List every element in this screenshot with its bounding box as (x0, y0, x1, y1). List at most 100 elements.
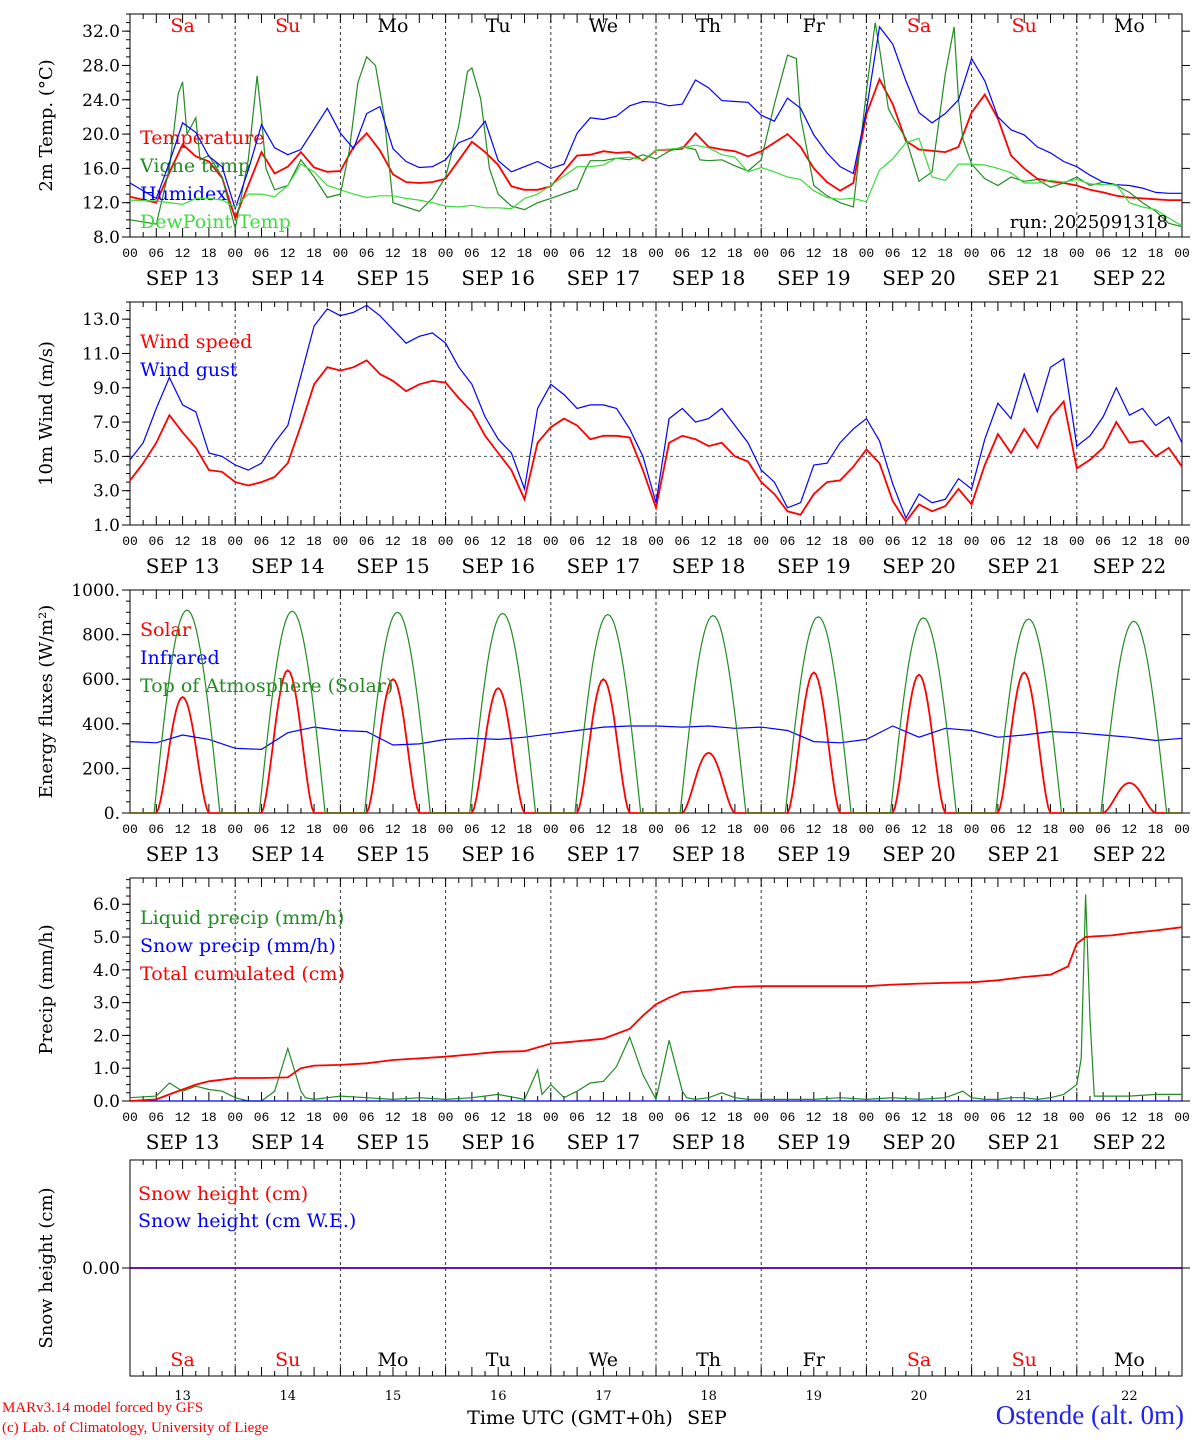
hour-tick-label: 06 (1095, 534, 1111, 549)
date-label: SEP 21 (987, 1130, 1061, 1154)
hour-tick-label: 00 (438, 822, 454, 837)
date-label: SEP 18 (672, 554, 746, 578)
hour-tick-label: 12 (385, 822, 401, 837)
y-tick-label: 16.0 (82, 159, 120, 179)
hour-tick-label: 06 (254, 822, 270, 837)
y-tick-label: 7.0 (93, 413, 120, 433)
y-tick-label: 400. (82, 715, 120, 735)
hour-tick-label: 06 (885, 1110, 901, 1125)
hour-tick-label: 12 (806, 1110, 822, 1125)
y-tick-label: 600. (82, 670, 120, 690)
date-label: SEP 20 (882, 554, 956, 578)
y-tick-label: 8.0 (93, 228, 120, 248)
legend-entry: Temperature (140, 127, 264, 149)
panel-1: 8.0 12.0 16.0 20.0 24.0 28.0 32.0 2m Temp. (°C)… (36, 13, 1190, 290)
hour-tick-label: 18 (411, 246, 427, 261)
day-number-label: 19 (806, 1389, 823, 1404)
legend-entry: Wind speed (140, 331, 252, 353)
date-label: SEP 19 (777, 1130, 851, 1154)
hour-tick-label: 00 (438, 1110, 454, 1125)
time-axis-title: Time UTC (GMT+0h) (467, 1407, 673, 1429)
hour-tick-label: 00 (859, 534, 875, 549)
hour-tick-label: 18 (1148, 534, 1164, 549)
hour-tick-label: 06 (780, 1110, 796, 1125)
date-label: SEP 13 (146, 1130, 220, 1154)
date-label: SEP 17 (567, 554, 641, 578)
hour-tick-label: 06 (359, 246, 375, 261)
hour-tick-label: 18 (622, 1110, 638, 1125)
hour-tick-label: 18 (411, 534, 427, 549)
y-tick-label: 1000. (71, 581, 120, 601)
hour-tick-label: 06 (674, 1110, 690, 1125)
hour-tick-label: 06 (359, 534, 375, 549)
y-tick-label: 800. (82, 626, 120, 646)
plot-frame (129, 301, 1183, 526)
hour-tick-label: 00 (648, 246, 664, 261)
hour-tick-label: 12 (701, 246, 717, 261)
date-label: SEP 21 (987, 842, 1061, 866)
weekday-label: Sa (907, 1349, 931, 1371)
day-number-label: 14 (280, 1389, 297, 1404)
y-tick-label: 32.0 (82, 22, 120, 42)
hour-tick-label: 12 (280, 1110, 296, 1125)
hour-tick-label: 00 (964, 534, 980, 549)
y-axis-title: 2m Temp. (°C) (36, 59, 57, 191)
hour-tick-label: 00 (543, 534, 559, 549)
legend-entry: DewPoint Temp (140, 211, 291, 233)
hour-tick-label: 18 (1043, 1110, 1059, 1125)
hour-tick-label: 06 (1095, 1110, 1111, 1125)
legend-entry: Snow precip (mm/h) (140, 935, 336, 957)
y-tick-label: 2.0 (93, 1026, 120, 1046)
hour-tick-label: 00 (333, 246, 349, 261)
hour-tick-label: 18 (727, 246, 743, 261)
hour-tick-label: 00 (333, 822, 349, 837)
weekday-label: Tu (486, 1349, 511, 1371)
hour-tick-label: 12 (911, 1110, 927, 1125)
hour-tick-label: 00 (964, 822, 980, 837)
series-line-infrared (129, 725, 1183, 751)
hour-tick-label: 06 (569, 822, 585, 837)
hour-tick-label: 00 (648, 822, 664, 837)
hour-tick-label: 12 (1122, 822, 1138, 837)
hour-tick-label: 06 (1095, 822, 1111, 837)
hour-tick-label: 00 (227, 246, 243, 261)
hour-tick-label: 06 (885, 534, 901, 549)
hour-tick-label: 00 (1069, 246, 1085, 261)
date-label: SEP 15 (356, 842, 430, 866)
hour-tick-label: 12 (385, 246, 401, 261)
hour-tick-label: 00 (122, 1110, 138, 1125)
hour-tick-label: 06 (464, 246, 480, 261)
hour-tick-label: 00 (438, 246, 454, 261)
hour-tick-label: 06 (780, 534, 796, 549)
hour-tick-label: 06 (254, 246, 270, 261)
hour-tick-label: 18 (937, 534, 953, 549)
hour-tick-label: 18 (306, 534, 322, 549)
hour-tick-label: 00 (753, 822, 769, 837)
date-label: SEP 22 (1093, 842, 1167, 866)
series-line-dewpoint-temp (129, 137, 1183, 227)
y-tick-label: 28.0 (82, 56, 120, 76)
hour-tick-label: 06 (254, 1110, 270, 1125)
hour-tick-label: 00 (333, 1110, 349, 1125)
hour-tick-label: 06 (1095, 246, 1111, 261)
legend-entry: Infrared (140, 647, 220, 669)
hour-tick-label: 12 (701, 822, 717, 837)
hour-tick-label: 12 (280, 246, 296, 261)
hour-tick-label: 12 (911, 246, 927, 261)
day-number-label: 17 (595, 1389, 612, 1404)
date-label: SEP 13 (146, 842, 220, 866)
hour-tick-label: 12 (596, 246, 612, 261)
date-label: SEP 14 (251, 842, 325, 866)
hour-tick-label: 00 (1069, 1110, 1085, 1125)
hour-tick-label: 18 (411, 822, 427, 837)
hour-tick-label: 00 (543, 822, 559, 837)
hour-tick-label: 18 (727, 1110, 743, 1125)
date-label: SEP 14 (251, 266, 325, 290)
date-label: SEP 18 (672, 266, 746, 290)
hour-tick-label: 06 (990, 534, 1006, 549)
weekday-label: Fr (803, 15, 826, 37)
y-tick-label: 5.0 (93, 928, 120, 948)
y-axis-title: Precip (mm/h) (36, 924, 57, 1054)
legend-entry: Liquid precip (mm/h) (140, 907, 344, 929)
hour-tick-label: 18 (1043, 822, 1059, 837)
